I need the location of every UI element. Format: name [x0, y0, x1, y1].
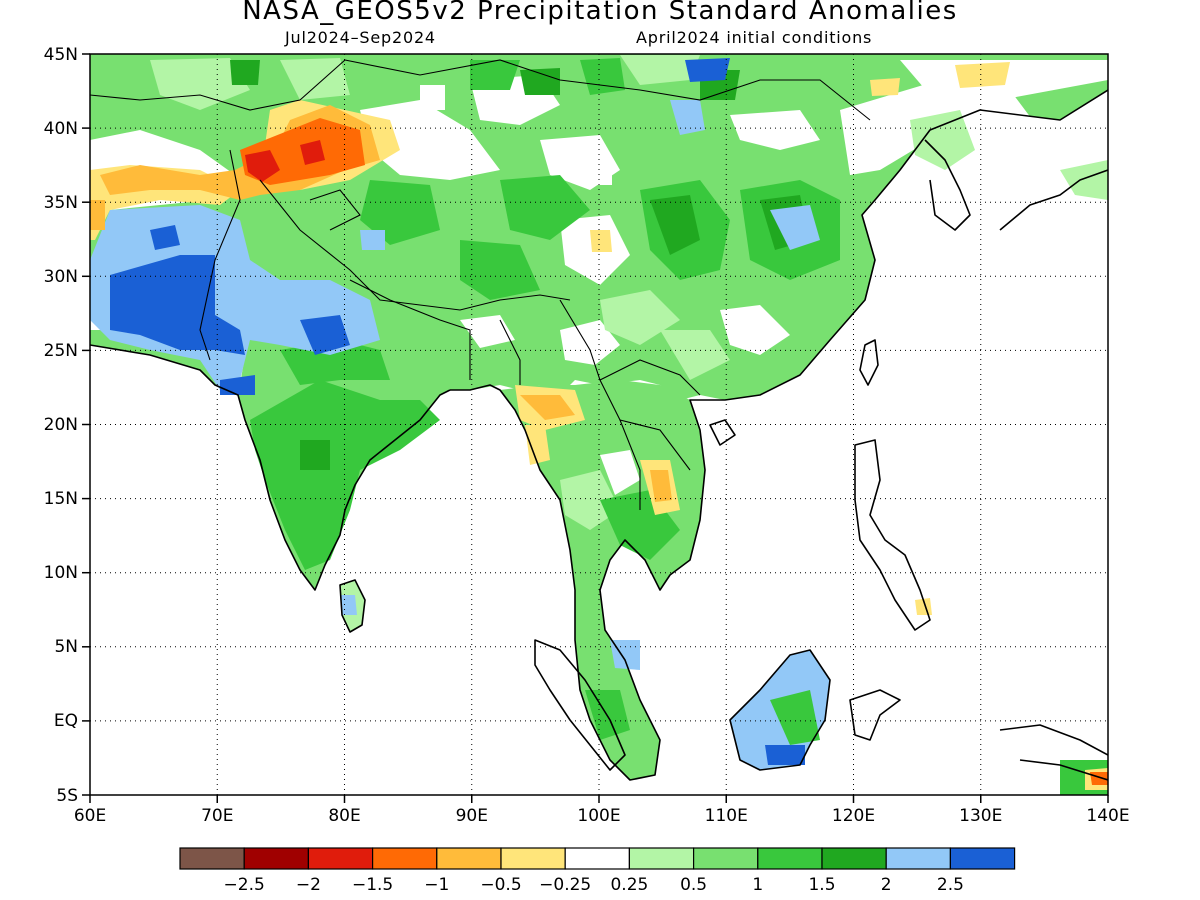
lon-tick-label: 140E: [1086, 806, 1129, 826]
colorbar-swatch: [564, 847, 631, 870]
colorbar-swatch: [436, 847, 502, 870]
colorbar-swatch: [179, 847, 245, 870]
colorbar-label: −1: [424, 875, 449, 895]
lon-tick-label: 60E: [74, 806, 106, 826]
lat-tick-labels: 45N 40N 35N 30N 25N 20N 15N 10N 5N EQ 5S: [44, 45, 78, 806]
initial-conditions-label: April2024 initial conditions: [636, 28, 873, 47]
colorbar-swatch: [628, 847, 695, 870]
light-blue-patches: [90, 100, 820, 670]
lat-tick-label: 5N: [54, 637, 78, 657]
map-title: NASA_GEOS5v2 Precipitation Standard Anom…: [242, 0, 958, 26]
lon-tick-label: 130E: [959, 806, 1002, 826]
red-patches: [245, 140, 325, 182]
period-label: Jul2024–Sep2024: [285, 28, 436, 47]
light-green-patches: [150, 55, 1108, 530]
colorbar-label: 0.25: [610, 875, 648, 895]
colorbar-label: 1: [752, 875, 763, 895]
colorbar-label: 1.5: [808, 875, 835, 895]
lon-tick-label: 100E: [577, 806, 620, 826]
colorbar-label: −2.5: [224, 875, 265, 895]
lat-tick-label: 35N: [44, 193, 78, 213]
colorbar-label: −2: [296, 875, 321, 895]
colorbar-swatch: [372, 847, 438, 870]
colorbar-swatch: [500, 847, 566, 870]
lon-tick-labels: 60E 70E 80E 90E 100E 110E 120E 130E 140E: [74, 806, 1130, 826]
colorbar-swatch: [692, 847, 759, 870]
colorbar-swatch: [307, 847, 374, 870]
colorbar-label: 2: [881, 875, 892, 895]
colorbar-swatch: [949, 847, 1016, 870]
lat-tick-label: EQ: [54, 711, 78, 731]
land-philippines: [850, 440, 880, 520]
lat-lon-grid: [90, 54, 1108, 795]
anomaly-fields: [90, 54, 1108, 795]
colorbar-swatch: [757, 847, 823, 870]
lat-tick-label: 25N: [44, 341, 78, 361]
colorbar-label: −1.5: [352, 875, 393, 895]
lat-tick-label: 45N: [44, 45, 78, 65]
lon-tick-label: 120E: [832, 806, 875, 826]
lat-tick-label: 20N: [44, 415, 78, 435]
lat-tick-label: 40N: [44, 119, 78, 139]
lon-tick-label: 80E: [328, 806, 360, 826]
political-borders: [90, 59, 871, 510]
tick-marks: [82, 53, 1109, 803]
colorbar-swatch: [243, 847, 309, 870]
colorbar-swatch: [885, 847, 952, 870]
lon-tick-label: 70E: [201, 806, 233, 826]
lat-tick-label: 30N: [44, 267, 78, 287]
colorbar: −2.5 −2 −1.5 −1 −0.5 −0.25 0.25 0.5 1 1.5 2 2.5: [179, 847, 1016, 895]
lon-tick-label: 90E: [456, 806, 488, 826]
colorbar-label: 0.5: [680, 875, 707, 895]
lat-tick-label: 5S: [56, 786, 78, 806]
lat-tick-label: 15N: [44, 489, 78, 509]
colorbar-label: −0.5: [480, 875, 521, 895]
lon-tick-label: 110E: [705, 806, 748, 826]
colorbar-label: 2.5: [937, 875, 964, 895]
colorbar-label: −0.25: [539, 875, 591, 895]
coastlines: [90, 89, 1108, 781]
lat-tick-label: 10N: [44, 563, 78, 583]
colorbar-swatch: [821, 847, 887, 870]
